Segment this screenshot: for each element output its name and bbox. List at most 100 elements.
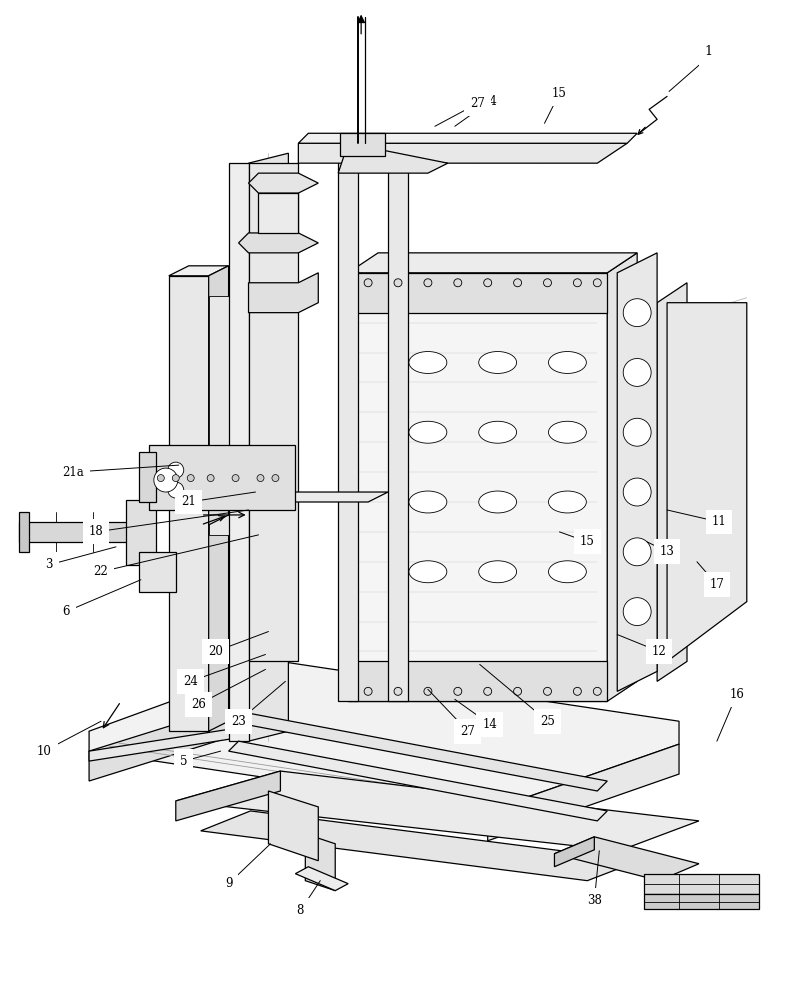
- Text: 21a: 21a: [62, 466, 84, 479]
- Text: 14: 14: [482, 95, 497, 108]
- Ellipse shape: [549, 421, 586, 443]
- Ellipse shape: [478, 352, 517, 373]
- Circle shape: [543, 687, 551, 695]
- Ellipse shape: [549, 561, 586, 583]
- Polygon shape: [348, 273, 607, 701]
- Text: 21: 21: [182, 495, 196, 508]
- Polygon shape: [618, 253, 657, 691]
- Text: 6: 6: [62, 605, 70, 618]
- Circle shape: [594, 279, 602, 287]
- Circle shape: [154, 468, 178, 492]
- Circle shape: [623, 538, 651, 566]
- Text: 9: 9: [225, 877, 232, 890]
- Polygon shape: [348, 253, 637, 273]
- Text: 25: 25: [540, 715, 555, 728]
- Text: 11: 11: [711, 515, 726, 528]
- Circle shape: [623, 358, 651, 386]
- Text: 8: 8: [297, 904, 304, 917]
- Polygon shape: [19, 512, 30, 552]
- Polygon shape: [644, 894, 758, 909]
- Text: 27: 27: [460, 725, 475, 738]
- Text: 15: 15: [580, 535, 594, 548]
- Polygon shape: [249, 163, 298, 661]
- Polygon shape: [139, 452, 156, 502]
- Circle shape: [623, 299, 651, 327]
- Polygon shape: [295, 867, 348, 891]
- Circle shape: [454, 687, 462, 695]
- Circle shape: [623, 418, 651, 446]
- Polygon shape: [348, 273, 607, 313]
- Circle shape: [172, 475, 179, 482]
- Text: 14: 14: [482, 718, 497, 731]
- Polygon shape: [269, 791, 318, 861]
- Polygon shape: [176, 771, 699, 851]
- Circle shape: [232, 475, 239, 482]
- Ellipse shape: [478, 421, 517, 443]
- Polygon shape: [169, 266, 229, 276]
- Polygon shape: [388, 153, 408, 701]
- Polygon shape: [657, 283, 687, 681]
- Polygon shape: [209, 492, 229, 525]
- Polygon shape: [209, 492, 388, 502]
- Circle shape: [424, 279, 432, 287]
- Polygon shape: [298, 143, 627, 163]
- Polygon shape: [89, 691, 281, 781]
- Text: 22: 22: [94, 565, 109, 578]
- Circle shape: [424, 687, 432, 695]
- Polygon shape: [209, 266, 229, 731]
- Polygon shape: [19, 522, 136, 542]
- Text: 26: 26: [191, 698, 206, 711]
- Polygon shape: [340, 133, 385, 156]
- Circle shape: [623, 598, 651, 626]
- Text: 3: 3: [46, 558, 53, 571]
- Polygon shape: [139, 552, 176, 592]
- Polygon shape: [89, 721, 281, 761]
- Circle shape: [168, 482, 184, 498]
- Circle shape: [272, 475, 279, 482]
- Polygon shape: [348, 661, 607, 701]
- Circle shape: [364, 687, 372, 695]
- Ellipse shape: [478, 561, 517, 583]
- Circle shape: [394, 279, 402, 287]
- Polygon shape: [209, 296, 250, 535]
- Circle shape: [623, 478, 651, 506]
- Polygon shape: [249, 173, 318, 193]
- Text: 23: 23: [231, 715, 246, 728]
- Polygon shape: [126, 500, 156, 565]
- Ellipse shape: [409, 561, 447, 583]
- Text: 18: 18: [89, 525, 103, 538]
- Text: 10: 10: [37, 745, 52, 758]
- Text: 1: 1: [706, 50, 713, 63]
- Circle shape: [158, 475, 164, 482]
- Polygon shape: [306, 834, 335, 891]
- Text: 20: 20: [208, 645, 223, 658]
- Circle shape: [484, 279, 492, 287]
- Circle shape: [364, 279, 372, 287]
- Polygon shape: [338, 153, 358, 701]
- Circle shape: [257, 475, 264, 482]
- Polygon shape: [249, 273, 318, 313]
- Circle shape: [543, 279, 551, 287]
- Ellipse shape: [409, 491, 447, 513]
- Circle shape: [207, 475, 214, 482]
- Text: 1: 1: [705, 45, 713, 58]
- Polygon shape: [249, 153, 288, 741]
- Ellipse shape: [549, 491, 586, 513]
- Polygon shape: [607, 253, 637, 701]
- Ellipse shape: [478, 491, 517, 513]
- Polygon shape: [229, 741, 607, 821]
- Polygon shape: [229, 711, 238, 731]
- Text: 27: 27: [470, 97, 485, 110]
- Circle shape: [394, 687, 402, 695]
- Text: 5: 5: [180, 755, 187, 768]
- Ellipse shape: [549, 352, 586, 373]
- Circle shape: [168, 462, 184, 478]
- Text: 24: 24: [183, 675, 198, 688]
- Polygon shape: [238, 233, 318, 253]
- Polygon shape: [298, 133, 637, 143]
- Polygon shape: [488, 744, 679, 841]
- Circle shape: [574, 279, 582, 287]
- Text: 13: 13: [660, 545, 674, 558]
- Circle shape: [574, 687, 582, 695]
- Text: 38: 38: [587, 894, 602, 907]
